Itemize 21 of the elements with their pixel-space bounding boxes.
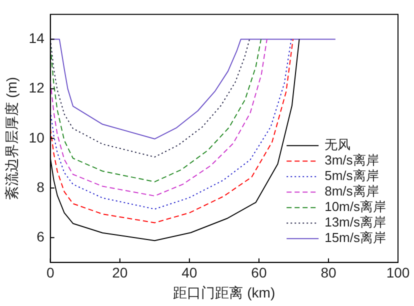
x-tick-label: 20 bbox=[112, 264, 128, 281]
y-tick-label: 8 bbox=[36, 178, 45, 195]
legend-label: 无风 bbox=[324, 137, 351, 152]
legend-label: 13m/s离岸 bbox=[324, 214, 386, 230]
y-axis-title: 紊流边界层厚度 (m) bbox=[3, 76, 20, 200]
legend-label: 15m/s离岸 bbox=[324, 230, 386, 246]
legend-label: 5m/s离岸 bbox=[324, 168, 379, 184]
y-tick-label: 10 bbox=[28, 129, 45, 146]
x-tick-label: 80 bbox=[320, 264, 336, 281]
y-tick-label: 12 bbox=[28, 80, 45, 96]
legend-label: 3m/s离岸 bbox=[324, 152, 379, 168]
legend-label: 8m/s离岸 bbox=[324, 184, 379, 199]
x-tick-label: 0 bbox=[46, 264, 54, 281]
y-tick-label: 6 bbox=[36, 228, 45, 244]
x-tick-label: 40 bbox=[182, 264, 198, 281]
x-tick-label: 100 bbox=[386, 264, 410, 281]
x-tick-label: 60 bbox=[251, 264, 267, 281]
legend-label: 10m/s离岸 bbox=[324, 199, 386, 214]
y-tick-label: 14 bbox=[28, 30, 45, 46]
x-axis-title: 距口门距离 (km) bbox=[173, 284, 276, 300]
line-series bbox=[50, 38, 250, 158]
